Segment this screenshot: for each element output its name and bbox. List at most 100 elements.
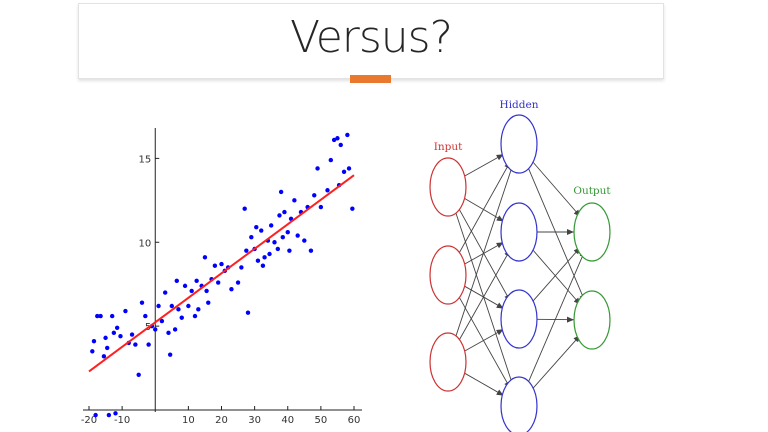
data-point <box>235 280 241 285</box>
connection-arrow <box>453 162 515 344</box>
data-point <box>325 188 330 193</box>
data-point <box>239 265 244 270</box>
x-tick-label: 10 <box>182 415 195 426</box>
input-node <box>429 245 467 305</box>
data-point <box>90 349 95 354</box>
data-point <box>335 136 340 141</box>
data-point <box>106 412 112 418</box>
data-point <box>272 240 277 245</box>
data-point <box>267 251 272 257</box>
data-point <box>245 310 251 315</box>
data-point <box>244 248 249 253</box>
data-point <box>229 287 234 292</box>
data-point <box>202 255 208 260</box>
x-tick-label: 30 <box>248 415 261 426</box>
slide-title-bar: Versus? <box>78 3 664 79</box>
data-point <box>268 223 274 228</box>
hidden-node <box>500 289 538 349</box>
data-point <box>172 327 178 332</box>
data-point <box>350 206 355 211</box>
data-point <box>302 238 307 243</box>
connection-arrow <box>456 161 511 258</box>
data-point <box>262 255 267 260</box>
data-point <box>101 354 107 359</box>
data-point <box>186 303 191 309</box>
data-point <box>295 233 300 238</box>
data-point <box>315 166 320 171</box>
data-point <box>280 235 285 240</box>
data-point <box>153 327 158 332</box>
data-point <box>93 412 98 418</box>
data-point <box>331 137 337 143</box>
connection-arrow <box>530 246 581 305</box>
data-point <box>98 313 103 319</box>
data-point <box>192 313 198 319</box>
data-point <box>254 224 259 230</box>
data-point <box>341 169 347 175</box>
data-point <box>212 263 218 268</box>
input-layer-label: Input <box>434 141 463 153</box>
data-point <box>194 278 199 284</box>
data-point <box>159 318 165 324</box>
data-point <box>278 189 284 195</box>
data-point <box>196 307 201 312</box>
data-point <box>95 313 100 319</box>
data-point <box>328 157 334 163</box>
data-point <box>277 213 282 218</box>
title-accent-bar <box>350 75 391 83</box>
data-point <box>174 278 179 284</box>
input-node <box>429 157 467 217</box>
data-point <box>249 235 254 240</box>
data-point <box>275 246 281 252</box>
data-point <box>109 313 115 319</box>
data-point <box>346 166 352 171</box>
data-point <box>312 193 317 198</box>
hidden-node <box>500 114 538 174</box>
data-point <box>282 209 287 215</box>
data-point <box>287 248 292 253</box>
data-point <box>118 333 123 339</box>
data-point <box>292 198 297 203</box>
data-point <box>285 229 290 235</box>
data-point <box>260 263 266 268</box>
x-tick-label: 20 <box>215 415 228 426</box>
x-tick-label: 40 <box>281 415 294 426</box>
data-point <box>338 142 343 148</box>
hidden-node <box>500 376 538 432</box>
y-tick-label: 10 <box>139 238 152 249</box>
input-node <box>429 332 467 392</box>
data-point <box>133 342 138 347</box>
regression-line <box>88 174 355 373</box>
data-point <box>143 313 148 319</box>
data-point <box>182 283 188 289</box>
data-point <box>255 258 261 263</box>
data-point <box>123 308 128 314</box>
data-point <box>242 206 247 211</box>
data-point <box>189 288 194 294</box>
x-tick-label: 60 <box>348 415 361 426</box>
data-point <box>111 330 117 336</box>
slide-title: Versus? <box>290 12 453 63</box>
data-point <box>113 411 118 416</box>
data-point <box>156 303 161 309</box>
data-point <box>162 290 168 295</box>
data-point <box>167 352 173 357</box>
data-point <box>215 280 221 285</box>
data-point <box>318 204 324 210</box>
connection-arrow <box>530 158 581 218</box>
data-point <box>219 261 224 267</box>
hidden-layer-label: Hidden <box>500 99 539 111</box>
data-point <box>204 288 209 294</box>
output-layer-label: Output <box>573 185 611 197</box>
data-point <box>146 342 151 347</box>
connection-arrow <box>525 250 586 388</box>
data-point <box>139 300 145 305</box>
x-tick-label: 50 <box>315 415 328 426</box>
output-node <box>573 290 611 350</box>
data-point <box>103 335 108 341</box>
connection-arrow <box>463 328 504 353</box>
hidden-node <box>500 202 538 262</box>
data-point <box>166 330 171 336</box>
